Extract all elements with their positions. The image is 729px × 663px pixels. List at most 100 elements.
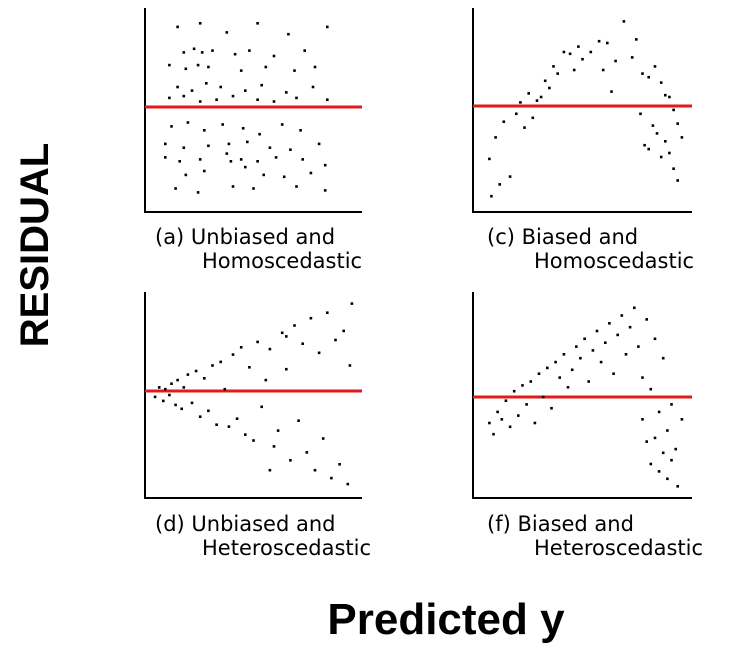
data-point xyxy=(519,101,522,104)
data-point xyxy=(512,389,516,393)
data-point xyxy=(577,45,580,48)
data-point xyxy=(244,433,247,436)
data-point xyxy=(661,356,665,360)
data-point xyxy=(641,418,644,421)
data-point xyxy=(525,403,528,406)
data-point xyxy=(595,329,599,333)
data-point xyxy=(527,92,530,95)
data-point xyxy=(285,367,288,371)
data-point xyxy=(664,140,667,143)
data-point xyxy=(256,160,259,163)
data-point xyxy=(280,331,284,335)
data-point xyxy=(164,156,167,159)
data-point xyxy=(207,65,210,69)
data-point xyxy=(248,366,251,369)
data-point xyxy=(252,187,255,190)
data-point xyxy=(338,463,341,466)
data-point xyxy=(256,340,259,344)
data-point xyxy=(651,124,655,127)
data-point xyxy=(637,345,640,348)
data-point xyxy=(614,59,617,63)
data-point xyxy=(176,85,179,89)
data-point xyxy=(264,65,268,69)
data-point xyxy=(531,116,535,120)
data-point xyxy=(215,423,218,426)
data-point xyxy=(591,349,595,352)
data-point xyxy=(274,156,278,159)
data-point xyxy=(653,337,657,341)
data-point xyxy=(164,142,167,146)
data-point xyxy=(599,360,603,364)
data-point xyxy=(203,377,206,380)
data-point xyxy=(647,147,650,151)
data-point xyxy=(198,415,202,418)
data-point xyxy=(504,399,508,402)
data-point xyxy=(610,90,613,93)
data-point xyxy=(262,173,265,177)
data-point xyxy=(554,360,557,364)
data-point xyxy=(523,126,526,129)
data-point xyxy=(203,129,206,132)
data-point xyxy=(647,75,650,79)
data-point xyxy=(252,439,255,442)
data-point xyxy=(219,360,222,364)
data-point xyxy=(601,68,605,72)
panel-subtitle: Heteroscedastic xyxy=(202,536,371,560)
data-point xyxy=(494,136,497,139)
data-point xyxy=(606,41,609,45)
panel-subtitle: Homoscedastic xyxy=(202,249,362,273)
data-point xyxy=(203,169,206,173)
data-point xyxy=(260,83,263,87)
data-point xyxy=(529,380,533,383)
data-point xyxy=(295,96,298,100)
data-point xyxy=(227,142,231,146)
panel-title: (f) Biased and xyxy=(487,512,634,536)
data-point xyxy=(272,100,276,103)
data-point xyxy=(184,173,188,177)
data-point xyxy=(200,51,204,54)
data-point xyxy=(282,175,286,179)
data-point xyxy=(350,302,354,305)
data-point xyxy=(502,120,506,123)
data-point xyxy=(182,386,186,389)
data-point xyxy=(239,158,243,161)
data-point xyxy=(225,152,229,155)
data-point xyxy=(521,384,524,387)
data-point xyxy=(668,151,671,155)
data-point xyxy=(346,482,350,486)
data-point xyxy=(186,121,190,124)
data-point xyxy=(508,425,512,429)
data-point xyxy=(326,98,329,101)
y-axis-label: RESIDUAL xyxy=(13,143,57,347)
data-point xyxy=(597,39,601,43)
data-point xyxy=(239,346,243,349)
data-point xyxy=(653,65,657,68)
data-point xyxy=(649,387,653,391)
data-point xyxy=(264,378,268,382)
data-point xyxy=(639,112,642,116)
data-point xyxy=(317,351,321,355)
data-point xyxy=(170,125,173,128)
data-point xyxy=(297,419,300,422)
data-point xyxy=(198,100,202,103)
data-point xyxy=(550,406,553,410)
data-point xyxy=(168,393,171,397)
data-point xyxy=(289,148,292,151)
data-point xyxy=(581,57,584,61)
data-point xyxy=(323,189,327,192)
data-point xyxy=(668,95,671,99)
data-point xyxy=(198,158,202,161)
data-point xyxy=(174,187,177,190)
data-point xyxy=(515,112,518,116)
data-point xyxy=(570,368,574,372)
data-point xyxy=(256,98,259,101)
data-point xyxy=(649,462,653,466)
data-point xyxy=(182,51,186,54)
data-point xyxy=(293,324,296,327)
data-point xyxy=(641,376,644,379)
data-point xyxy=(313,468,317,472)
data-point xyxy=(192,47,196,51)
data-point xyxy=(182,94,186,98)
